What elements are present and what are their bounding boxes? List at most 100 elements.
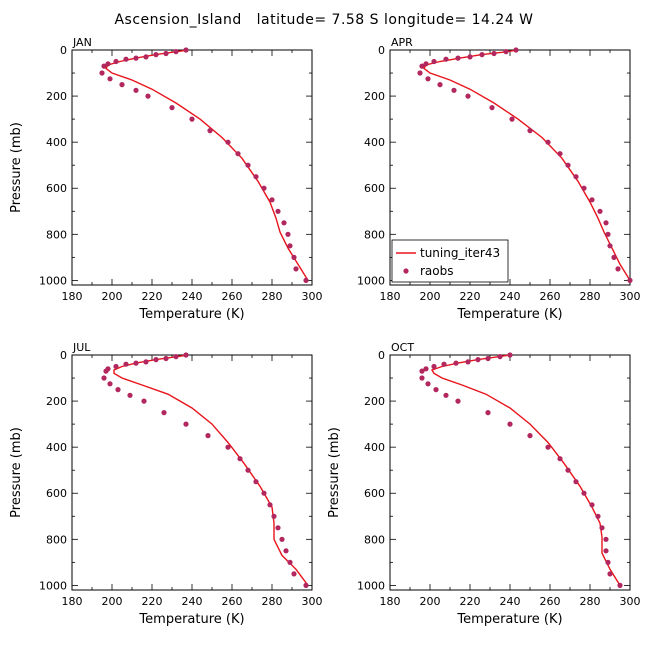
raob-point [107,76,113,82]
y-tick-label: 800 [46,533,67,546]
x-tick-label: 200 [102,290,123,303]
raob-point [627,277,633,283]
plot-frame [71,354,313,591]
raob-point [163,355,169,362]
raob-point [603,536,609,542]
panel-month-label: JAN [72,36,92,49]
raob-point [465,359,471,365]
panel-oct: 180 200 220 240 260 280 300 0 200 400 600 800 1000 OC… [327,341,641,627]
raob-point [589,502,595,508]
x-tick-label: 180 [380,595,401,608]
raob-point [275,525,281,531]
raob-point [173,49,179,55]
x-tick-label: 200 [420,290,441,303]
raob-point [573,174,579,180]
x-tick-label: 280 [262,595,283,608]
legend-label-obs: raobs [420,264,454,278]
raob-point [153,357,159,363]
raob-point [489,105,495,111]
raob-point [261,185,267,191]
raob-point [437,82,443,88]
raob-point [271,513,277,519]
y-tick-label: 800 [46,228,67,241]
x-tick-label: 300 [620,595,641,608]
raob-point [101,375,107,381]
y-tick-label: 400 [46,136,67,149]
raob-point [597,208,603,214]
model-line-oct [430,354,621,586]
raob-point [285,231,291,237]
legend-box [391,239,509,283]
x-tick-label: 260 [540,595,561,608]
raob-point [603,548,609,554]
raob-point [451,87,457,93]
raob-point [107,381,113,387]
y-tick-label: 200 [364,90,385,103]
raob-point [507,352,513,358]
raob-point [261,490,267,496]
raob-point [267,502,273,508]
raob-point [581,490,587,496]
raob-point [605,559,611,566]
raob-point [423,366,429,372]
raob-point [123,56,129,62]
raob-point [581,185,587,191]
raob-point [417,70,423,76]
raob-point [153,52,159,58]
y-tick-label: 0 [378,44,385,57]
y-tick-label: 1000 [39,274,67,287]
x-tick-label: 220 [142,290,163,303]
raob-point [431,363,437,370]
raob-point [245,162,251,168]
raob-point [133,55,139,61]
raob-point [441,361,447,367]
raob-point [573,479,579,485]
raob-point [455,55,461,61]
raob-point [617,582,623,589]
raob-point [145,93,151,99]
panel-jan: 180 200 220 240 260 280 300 0 200 400 600 800 1000 JA… [9,36,323,322]
raob-point [189,116,195,122]
raob-point [485,410,491,416]
raob-point [279,536,285,542]
raob-point [527,128,533,134]
raob-point [161,410,167,416]
raob-point [607,571,613,577]
x-axis-label: Temperature (K) [138,307,244,322]
raob-point [225,444,231,450]
raob-point [419,375,425,381]
raob-point [183,421,189,427]
x-tick-label: 300 [620,290,641,303]
model-line-jan [105,49,309,281]
raob-point [275,208,281,214]
raob-point [611,254,617,260]
raob-point [565,162,571,168]
raob-point [281,220,287,226]
raob-point [113,58,119,65]
x-tick-label: 180 [62,290,83,303]
panel-month-label: OCT [391,341,414,354]
model-line-apr [423,49,631,281]
legend-label-model: tuning_iter43 [420,246,500,260]
raob-point [443,392,449,398]
raob-point [183,352,189,358]
raob-point [497,354,503,360]
x-tick-label: 260 [222,290,243,303]
raob-point [115,387,121,393]
x-tick-label: 200 [102,595,123,608]
y-axis-label: Pressure (mb) [9,427,24,518]
raob-point [615,266,621,272]
x-axis-label: Temperature (K) [456,612,562,627]
legend-dot-swatch [403,268,409,274]
x-tick-label: 240 [500,290,521,303]
raob-point [207,128,213,134]
raob-point [205,433,211,439]
panel-jul: 180 200 220 240 260 280 300 0 200 400 600 800 1000 JU… [9,341,323,627]
raob-point [103,368,109,374]
raob-point [603,220,609,226]
raob-point [455,398,461,404]
panel-month-label: APR [391,36,413,49]
raob-point [291,571,297,577]
y-tick-label: 200 [46,395,67,408]
